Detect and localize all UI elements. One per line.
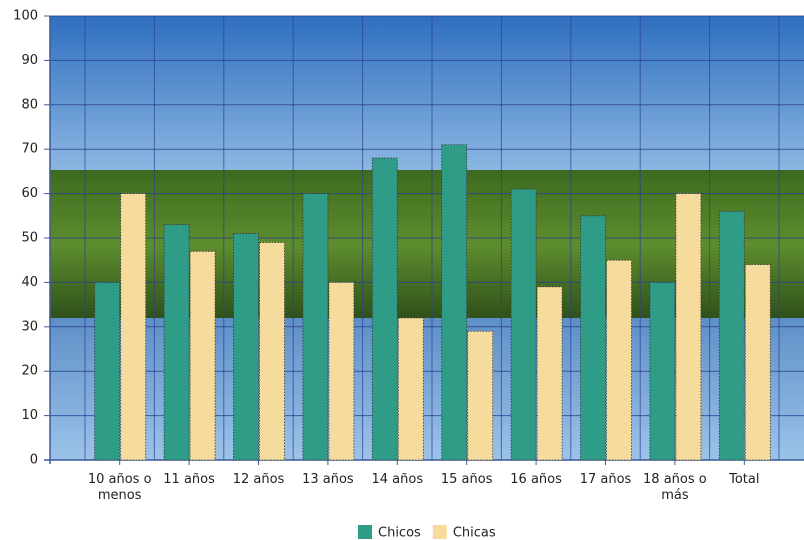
y-tick-label: 40 xyxy=(21,275,38,290)
y-tick-label: 10 xyxy=(21,408,38,423)
bar xyxy=(371,157,398,461)
y-tick-label: 80 xyxy=(21,97,38,112)
bar xyxy=(536,286,563,461)
y-tick-label: 50 xyxy=(21,231,38,246)
bar xyxy=(510,188,537,461)
y-tick-label: 100 xyxy=(13,9,38,24)
y-tick-label: 90 xyxy=(21,53,38,68)
legend-swatch xyxy=(358,525,372,539)
bar xyxy=(189,250,216,461)
x-tick-label: 12 años xyxy=(232,472,285,487)
y-tick-label: 0 xyxy=(30,453,38,468)
x-tick-label: 10 años o menos xyxy=(87,472,152,503)
bar xyxy=(259,242,285,461)
y-tick-label: 30 xyxy=(21,319,38,334)
x-tick-label: 16 años xyxy=(510,472,562,487)
x-tick-label: Total xyxy=(729,472,760,487)
x-tick-label: 11 años xyxy=(163,472,215,487)
legend-label: Chicas xyxy=(453,526,496,540)
bar xyxy=(120,193,147,461)
bar xyxy=(397,317,424,461)
bar xyxy=(302,193,329,461)
bar xyxy=(441,144,468,461)
bar xyxy=(328,281,355,461)
bar xyxy=(94,281,121,461)
bar xyxy=(649,281,676,461)
y-tick-label: 70 xyxy=(21,142,38,157)
bar xyxy=(675,193,702,461)
y-tick-label: 60 xyxy=(21,186,38,201)
bar xyxy=(718,210,745,461)
bar xyxy=(580,215,606,461)
legend-swatch xyxy=(432,525,447,539)
bar xyxy=(744,264,771,461)
x-tick-label: 13 años xyxy=(302,472,354,487)
legend-label: Chicos xyxy=(378,526,421,540)
x-tick-label: 14 años xyxy=(371,472,424,487)
bar xyxy=(467,330,494,461)
x-tick-label: 17 años xyxy=(579,472,632,487)
bar xyxy=(606,259,632,461)
bar xyxy=(163,224,190,461)
x-tick-label: 18 años o más xyxy=(643,472,707,503)
y-tick-label: 20 xyxy=(21,364,38,379)
x-tick-label: 15 años xyxy=(440,472,493,487)
bar xyxy=(233,233,259,461)
